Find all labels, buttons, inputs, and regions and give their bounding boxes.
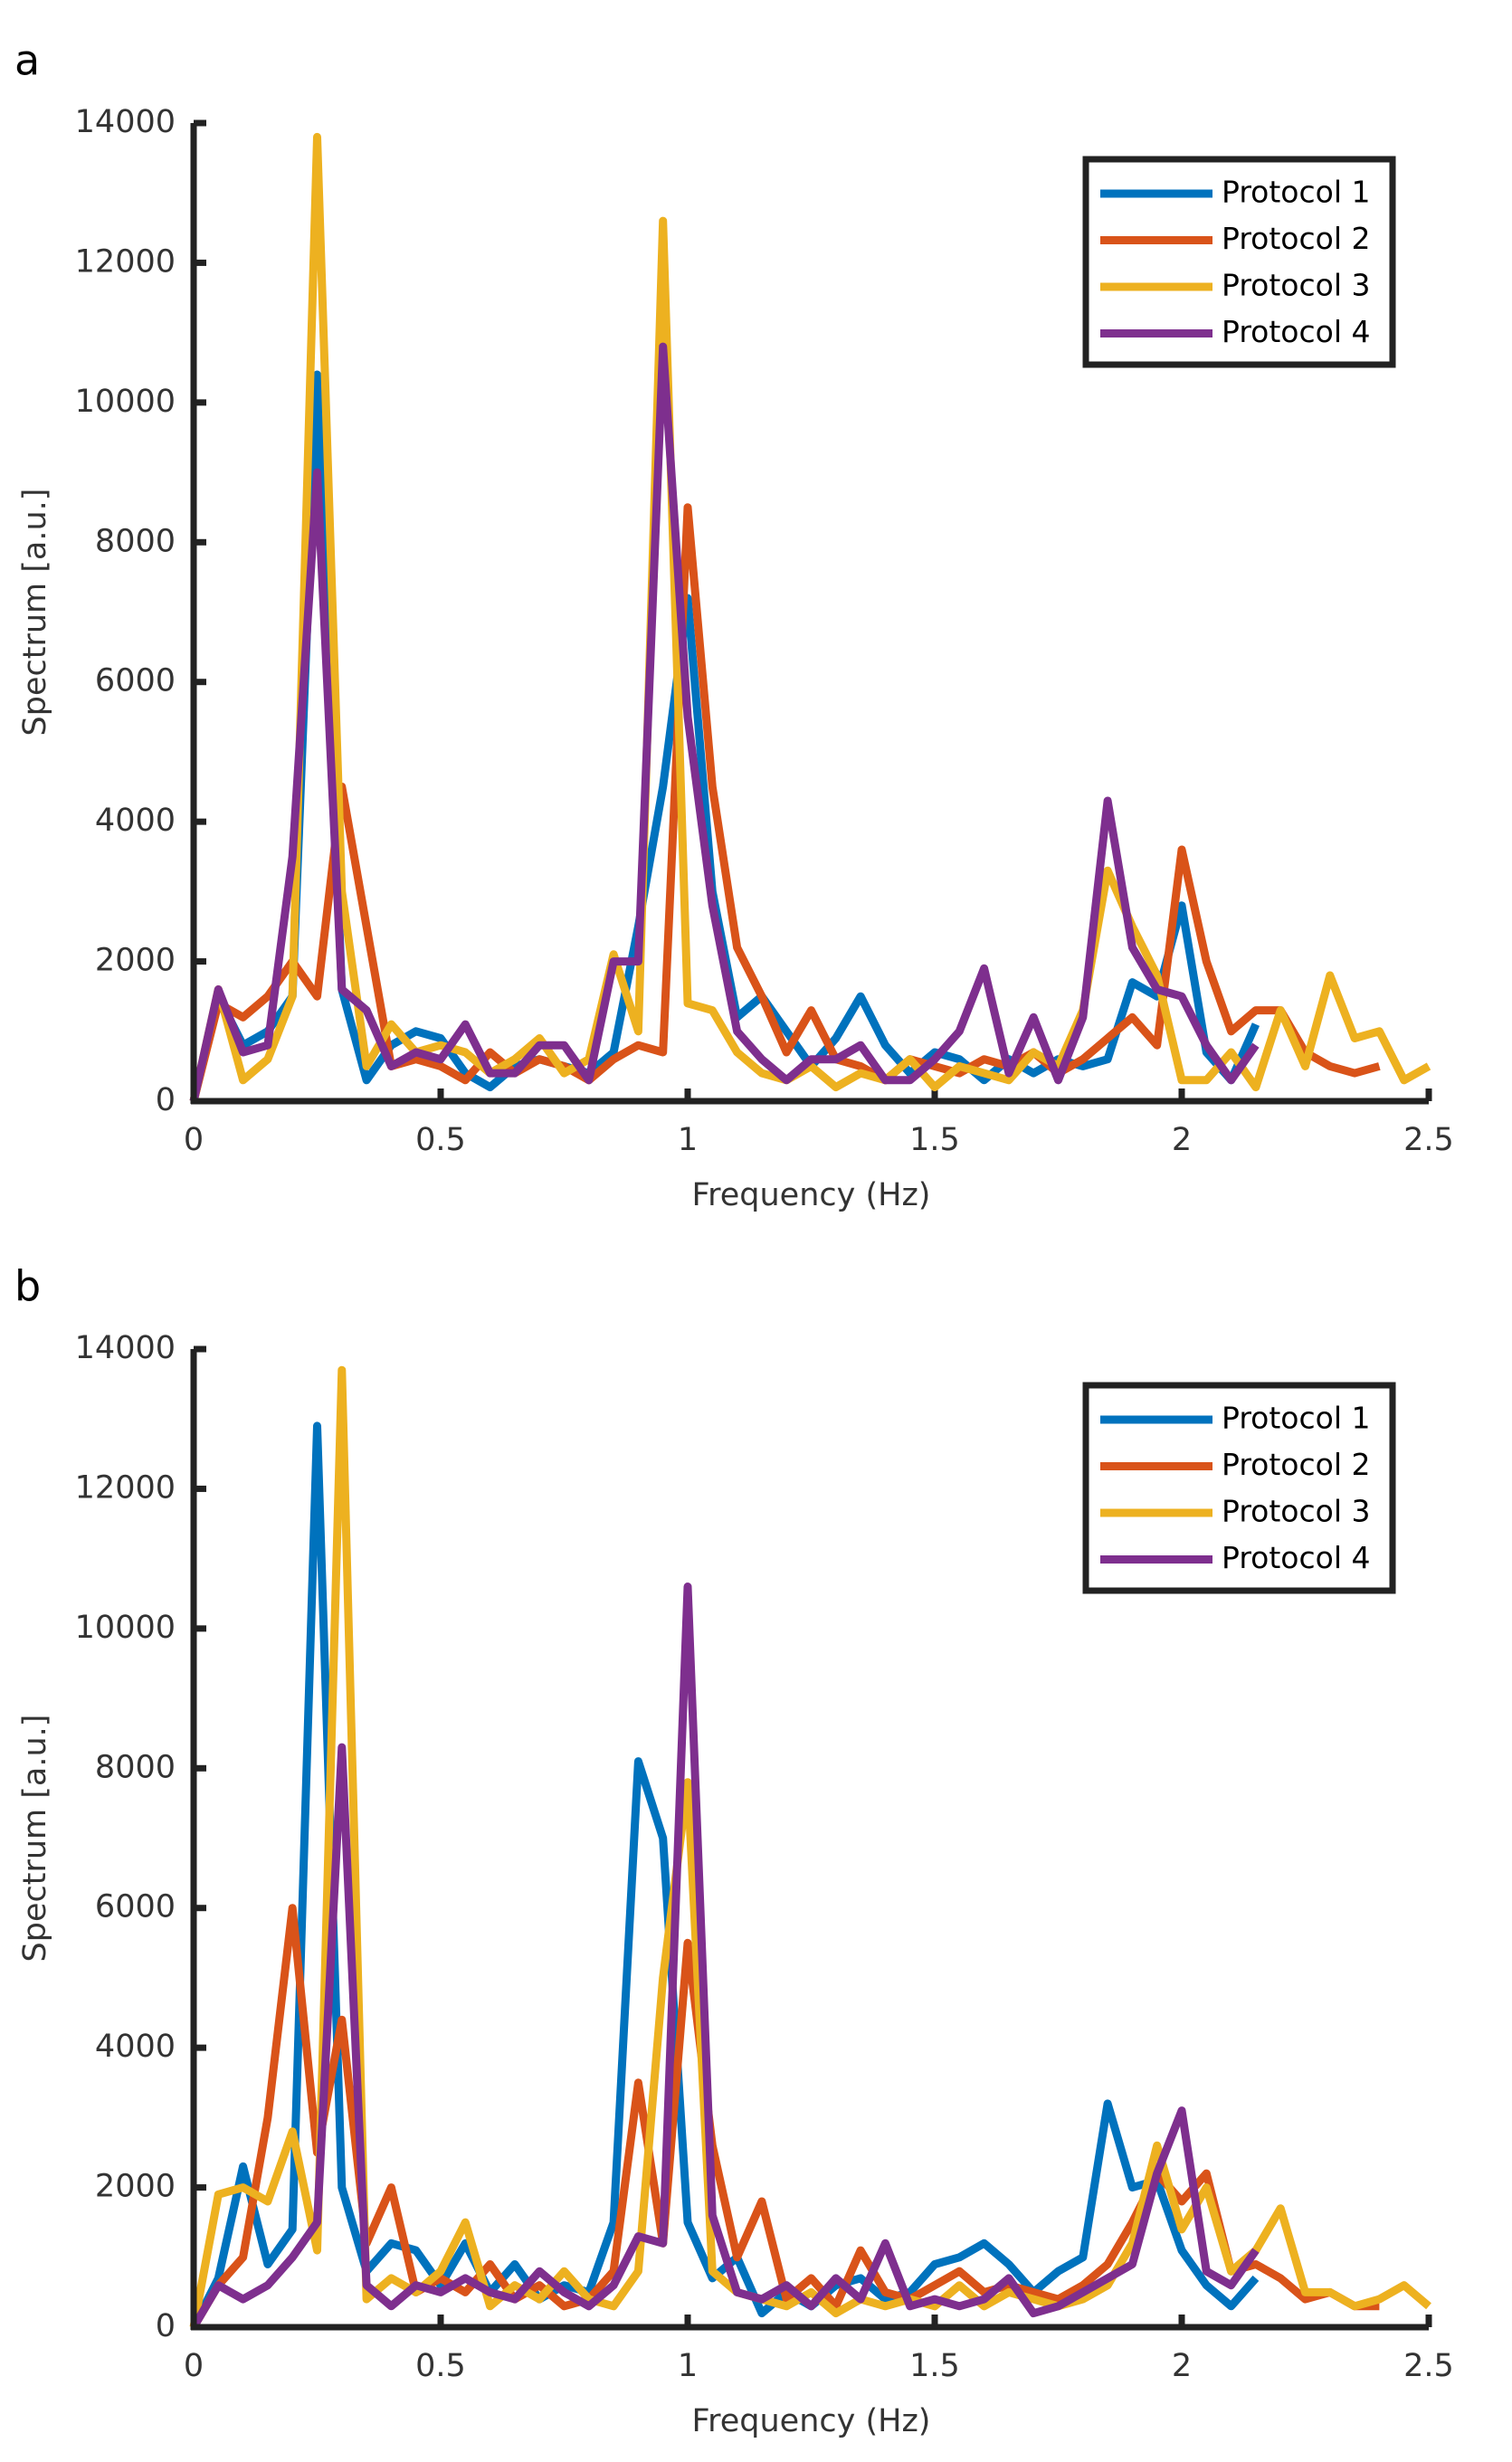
y-tick-label: 8000 bbox=[95, 1749, 176, 1785]
x-tick-label: 2.5 bbox=[1403, 2348, 1454, 2384]
series-line bbox=[189, 1421, 1260, 2330]
legend-label: Protocol 1 bbox=[1222, 175, 1370, 210]
y-tick-label: 14000 bbox=[75, 104, 176, 140]
panel-label: b bbox=[14, 1262, 41, 1311]
x-tick-label: 2 bbox=[1172, 1122, 1192, 1158]
panel-label: a bbox=[14, 36, 40, 85]
x-tick-label: 0 bbox=[184, 2348, 204, 2384]
y-tick-label: 10000 bbox=[75, 1610, 176, 1646]
legend-label: Protocol 1 bbox=[1222, 1401, 1370, 1436]
x-axis-label: Frequency (Hz) bbox=[692, 1177, 931, 1213]
y-tick-label: 0 bbox=[156, 2308, 176, 2344]
y-tick-label: 6000 bbox=[95, 1889, 176, 1925]
y-tick-label: 4000 bbox=[95, 2029, 176, 2065]
series-line bbox=[189, 1365, 1431, 2328]
y-tick-label: 14000 bbox=[75, 1330, 176, 1366]
legend-label: Protocol 2 bbox=[1222, 1447, 1370, 1482]
y-tick-label: 10000 bbox=[75, 384, 176, 420]
y-tick-label: 4000 bbox=[95, 803, 176, 839]
x-tick-label: 0.5 bbox=[415, 2348, 466, 2384]
x-tick-label: 1.5 bbox=[909, 1122, 960, 1158]
x-tick-label: 1 bbox=[678, 1122, 698, 1158]
y-axis-label: Spectrum [a.u.] bbox=[17, 1715, 53, 1963]
y-tick-label: 12000 bbox=[75, 1469, 176, 1506]
y-tick-label: 12000 bbox=[75, 243, 176, 280]
y-tick-label: 0 bbox=[156, 1082, 176, 1118]
legend-label: Protocol 4 bbox=[1222, 1540, 1370, 1575]
x-tick-label: 2.5 bbox=[1403, 1122, 1454, 1158]
x-tick-label: 2 bbox=[1172, 2348, 1192, 2384]
series-line bbox=[189, 342, 1260, 1102]
y-tick-label: 8000 bbox=[95, 523, 176, 559]
series-line bbox=[190, 1904, 1380, 2330]
legend-label: Protocol 3 bbox=[1222, 1494, 1370, 1529]
legend-label: Protocol 4 bbox=[1222, 314, 1370, 349]
y-tick-label: 2000 bbox=[95, 2169, 176, 2205]
y-tick-label: 6000 bbox=[95, 663, 176, 699]
legend-label: Protocol 2 bbox=[1222, 221, 1370, 256]
legend-label: Protocol 3 bbox=[1222, 268, 1370, 303]
x-tick-label: 0.5 bbox=[415, 1122, 466, 1158]
series-line bbox=[190, 1583, 1260, 2330]
x-axis-label: Frequency (Hz) bbox=[692, 2403, 931, 2439]
y-tick-label: 2000 bbox=[95, 943, 176, 979]
x-tick-label: 1 bbox=[678, 2348, 698, 2384]
x-tick-label: 0 bbox=[184, 1122, 204, 1158]
y-axis-label: Spectrum [a.u.] bbox=[17, 489, 53, 737]
x-tick-label: 1.5 bbox=[909, 2348, 960, 2384]
